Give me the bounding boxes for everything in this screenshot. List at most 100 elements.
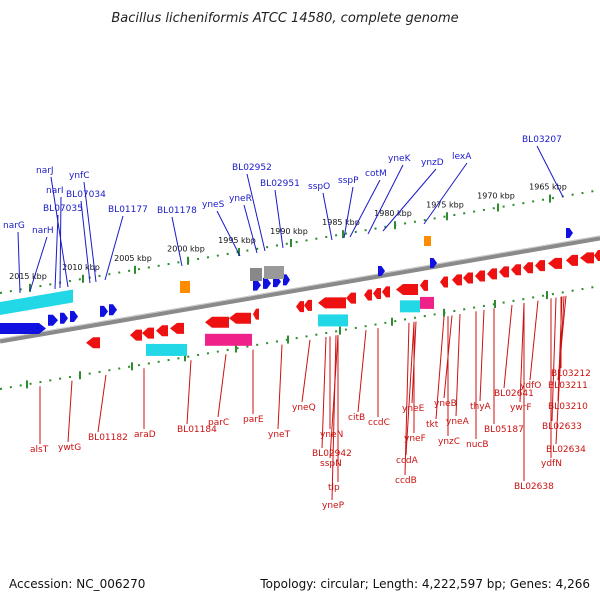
- forward-gene-label: BL02951: [260, 179, 300, 189]
- forward-leader-line: [50, 176, 69, 288]
- reverse-leader-line: [557, 295, 567, 381]
- forward-gene-label: cotM: [365, 169, 387, 179]
- scale-tick-label: 1975 kbp: [426, 200, 464, 209]
- reverse-gene-label: BL03212: [551, 369, 591, 379]
- reverse-gene-label: yneB: [434, 399, 457, 409]
- backbone-highlight: [0, 235, 600, 340]
- reverse-gene-label: ynzC: [438, 437, 460, 447]
- reverse-leader-line: [529, 300, 539, 381]
- forward-leader-line: [29, 236, 48, 292]
- reverse-gene-label: parC: [208, 418, 229, 428]
- reverse-leader-line: [443, 315, 453, 399]
- orange-feature-block: [180, 281, 190, 293]
- accession-text: Accession: NC_006270: [9, 577, 146, 591]
- reverse-gene-arrow: [580, 252, 594, 264]
- reverse-leader-line: [301, 339, 311, 403]
- reverse-gene-arrow: [142, 327, 154, 339]
- reverse-gene-arrow: [382, 286, 390, 298]
- reverse-gene-label: sspN: [320, 459, 342, 469]
- forward-leader-line: [423, 162, 468, 225]
- reverse-gene-label: ywrF: [510, 403, 532, 413]
- forward-gene-arrow: [100, 305, 108, 317]
- reverse-feature-block: [400, 300, 420, 313]
- reverse-gene-label: ccdB: [395, 476, 417, 486]
- reverse-gene-arrow: [475, 270, 485, 282]
- forward-leader-line: [216, 210, 241, 257]
- reverse-gene-label: ccdA: [396, 456, 419, 466]
- forward-leader-line: [322, 192, 333, 241]
- forward-gene-label: BL03207: [522, 135, 562, 145]
- forward-gene-arrow: [70, 310, 78, 322]
- reverse-gene-label: tlp: [328, 483, 340, 493]
- forward-leader-line: [171, 216, 183, 267]
- reverse-leader-line: [186, 360, 192, 425]
- reverse-gene-arrow: [170, 322, 184, 334]
- forward-gene-arrow: [0, 323, 46, 334]
- reverse-gene-arrow: [420, 279, 428, 291]
- reverse-gene-arrow: [566, 254, 578, 266]
- reverse-gene-arrow: [440, 276, 448, 288]
- reverse-gene-arrow: [487, 268, 497, 280]
- forward-gene-label: yneS: [202, 200, 225, 210]
- reverse-gene-arrow: [548, 257, 562, 269]
- reverse-gene-label: yneA: [446, 417, 470, 427]
- genome-title: Bacillus licheniformis ATCC 14580, compl…: [111, 11, 458, 26]
- forward-gene-label: lexA: [452, 152, 472, 162]
- reverse-gene-label: BL02942: [312, 449, 352, 459]
- reverse-gene-label: BL02633: [542, 422, 582, 432]
- reverse-gene-arrow: [535, 260, 545, 272]
- reverse-leader-line: [321, 337, 327, 449]
- forward-gene-arrow: [48, 314, 58, 326]
- reverse-gene-label: tkt: [426, 420, 439, 430]
- forward-gene-label: ynfC: [69, 171, 89, 181]
- forward-gene-label: yneK: [388, 154, 412, 164]
- forward-gene-label: narG: [3, 221, 25, 231]
- forward-leader-line: [382, 168, 437, 232]
- gene-labels: narG narH BL07035 narI narJ BL07034 ynfC BL0117…: [3, 135, 591, 511]
- scale-tick-label: 2010 kbp: [62, 263, 100, 272]
- reverse-feature-block: [205, 333, 252, 346]
- reverse-leader-line: [519, 303, 525, 403]
- forward-leader-line: [343, 186, 354, 239]
- forward-leader-line: [243, 204, 258, 254]
- outer-tick-track: [0, 189, 600, 294]
- reverse-gene-label: ywtG: [58, 443, 81, 453]
- forward-leader-line: [274, 189, 284, 249]
- forward-gene-label: BL07035: [43, 204, 83, 214]
- forward-gene-label: BL02952: [232, 163, 272, 173]
- reverse-leader-line: [277, 344, 283, 430]
- reverse-leader-line: [455, 314, 461, 417]
- forward-leader-line: [536, 145, 564, 198]
- reverse-gene-label: BL02641: [494, 389, 534, 399]
- forward-gene-label: narJ: [36, 166, 54, 176]
- reverse-gene-arrow: [499, 266, 509, 278]
- reverse-gene-arrow: [229, 312, 251, 324]
- reverse-gene-arrow: [253, 308, 259, 320]
- reverse-leader-line: [357, 330, 367, 413]
- reverse-leader-line: [435, 316, 445, 420]
- forward-gene-marker: [378, 266, 385, 276]
- forward-leader-line: [83, 181, 97, 283]
- reverse-gene-arrow: [86, 337, 100, 349]
- forward-gene-arrow: [263, 277, 271, 289]
- tracks: [0, 189, 600, 390]
- reverse-leader-line: [503, 305, 513, 389]
- forward-leader-line: [17, 231, 21, 294]
- forward-gene-arrow: [253, 279, 261, 291]
- reverse-gene-label: yneT: [268, 430, 291, 440]
- reverse-gene-label: yneE: [402, 404, 425, 414]
- scale-tick-label: 1980 kbp: [374, 209, 412, 218]
- topology-text: Topology: circular; Length: 4,222,597 bp…: [260, 577, 590, 591]
- reverse-gene-arrow: [364, 289, 372, 301]
- forward-gene-label: BL01177: [108, 205, 148, 215]
- forward-gene-marker: [566, 228, 573, 238]
- scale-tick-label: 1995 kbp: [218, 236, 256, 245]
- reverse-gene-arrow: [452, 274, 462, 286]
- reverse-leader-line: [405, 321, 415, 456]
- forward-gene-marker: [430, 258, 437, 268]
- scale-tick-label: 1965 kbp: [529, 183, 567, 192]
- reverse-gene-arrow: [318, 297, 346, 309]
- reverse-feature-block: [420, 296, 434, 309]
- forward-gene-label: BL07034: [66, 190, 106, 200]
